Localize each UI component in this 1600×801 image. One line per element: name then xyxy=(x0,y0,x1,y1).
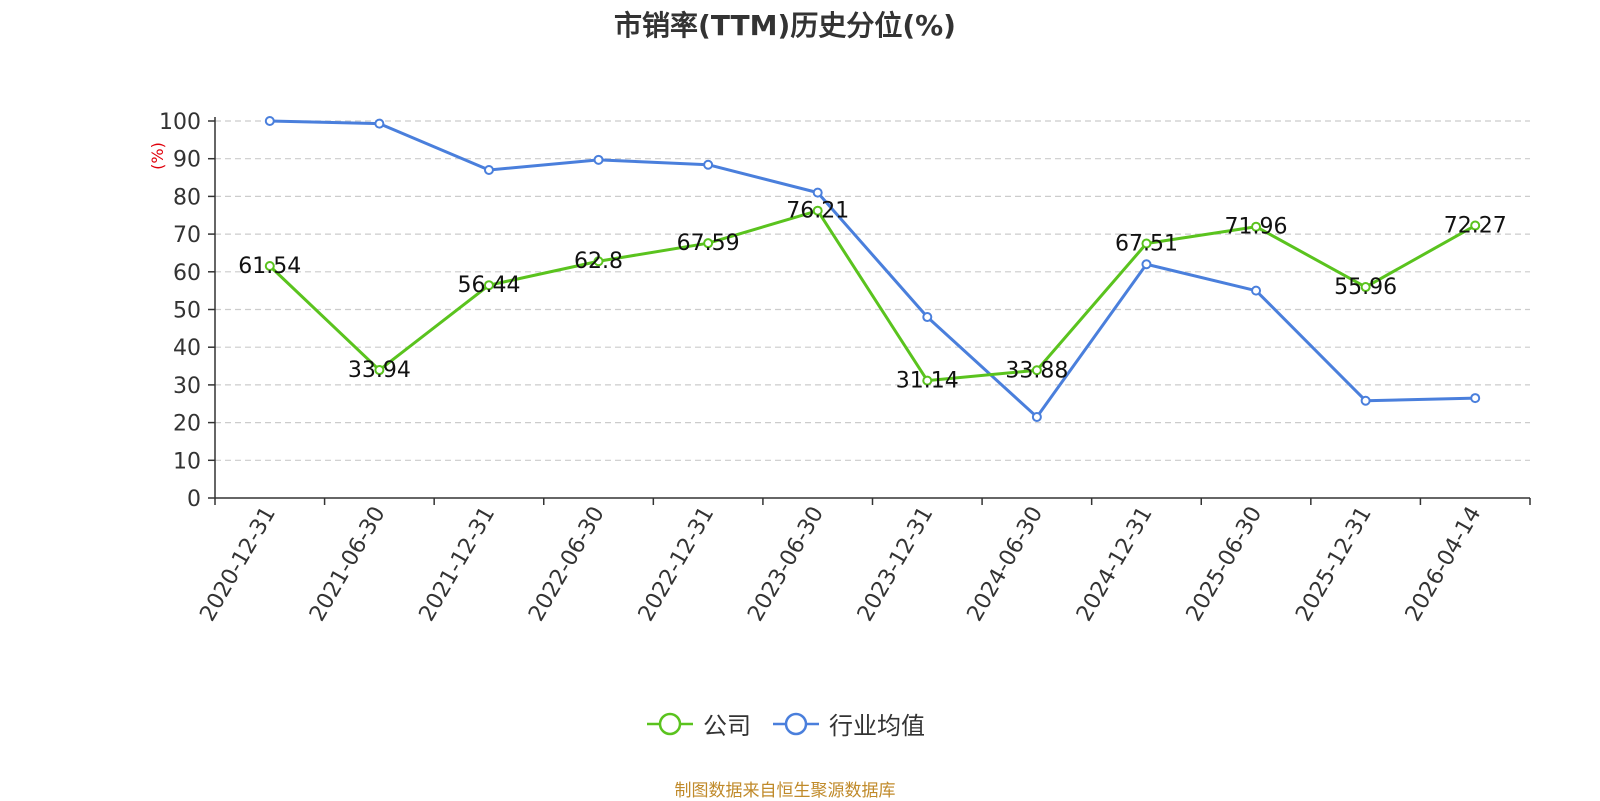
grid-lines xyxy=(215,120,1530,461)
data-point[interactable] xyxy=(1360,395,1371,406)
data-label: 72.27 xyxy=(1444,214,1507,239)
data-point[interactable] xyxy=(1470,220,1481,231)
data-point[interactable] xyxy=(1031,411,1042,422)
y-tick-label: 80 xyxy=(173,185,201,210)
series-line-1 xyxy=(269,119,1476,419)
y-tick-label: 70 xyxy=(173,223,201,248)
x-tick-label: 2024-12-31 xyxy=(1072,503,1158,626)
data-label: 33.88 xyxy=(1005,358,1068,383)
y-tick-label: 20 xyxy=(173,412,201,437)
data-label: 67.51 xyxy=(1115,231,1178,256)
data-point[interactable] xyxy=(1031,365,1042,376)
x-tick-label: 2023-12-31 xyxy=(853,503,939,626)
y-tick-label: 60 xyxy=(173,261,201,286)
data-point[interactable] xyxy=(1141,238,1152,249)
y-tick-label: 100 xyxy=(159,110,201,135)
data-label: 61.54 xyxy=(238,254,301,279)
y-tick-label: 50 xyxy=(173,299,201,324)
data-point[interactable] xyxy=(703,159,714,170)
y-tick-label: 0 xyxy=(187,487,201,512)
data-label: 62.8 xyxy=(574,249,623,274)
data-labels: 61.54 33.94 56.44 62.8 67.59 76.21 31.14 33.88 6… xyxy=(238,199,1506,394)
data-point[interactable] xyxy=(374,365,385,376)
legend-item[interactable]: 公司 xyxy=(645,706,751,741)
legend-line-circle-icon xyxy=(647,712,693,735)
x-tick-label: 2022-12-31 xyxy=(634,503,720,626)
data-label: 56.44 xyxy=(457,273,520,298)
data-point[interactable] xyxy=(264,260,275,271)
data-point[interactable] xyxy=(1360,282,1371,293)
legend-line-circle-icon xyxy=(773,712,819,735)
y-tick-label: 10 xyxy=(173,449,201,474)
x-tick-label: 2021-12-31 xyxy=(415,503,501,626)
data-point[interactable] xyxy=(922,312,933,323)
x-tick-label: 2026-04-14 xyxy=(1401,503,1487,626)
x-tick-label: 2020-12-31 xyxy=(195,503,281,626)
y-tick-label: 90 xyxy=(173,148,201,173)
series-lines xyxy=(264,116,1481,422)
data-label: 55.96 xyxy=(1334,275,1397,300)
x-tick-label: 2021-06-30 xyxy=(305,503,391,626)
data-point[interactable] xyxy=(264,116,275,126)
data-label: 33.94 xyxy=(348,358,411,383)
x-tick-label: 2025-06-30 xyxy=(1182,503,1268,626)
x-tick-label: 2024-06-30 xyxy=(962,503,1048,626)
y-tick-label: 30 xyxy=(173,374,201,399)
legend: 公司 行业均值 xyxy=(0,706,1570,741)
y-tick-label: 40 xyxy=(173,336,201,361)
data-label: 71.96 xyxy=(1225,215,1288,240)
data-point[interactable] xyxy=(922,375,933,386)
series-line-0 xyxy=(268,209,1476,383)
legend-label: 公司 xyxy=(703,712,751,740)
data-label: 67.59 xyxy=(677,231,740,256)
data-point[interactable] xyxy=(593,154,604,165)
data-point[interactable] xyxy=(593,256,604,267)
legend-item[interactable]: 行业均值 xyxy=(771,706,925,741)
data-point[interactable] xyxy=(812,187,823,198)
data-point[interactable] xyxy=(812,205,823,216)
x-tick-label: 2023-06-30 xyxy=(743,503,829,626)
data-point[interactable] xyxy=(703,238,714,249)
y-axis-unit-label: (%) xyxy=(148,142,167,170)
data-point[interactable] xyxy=(1251,285,1262,296)
legend-label: 行业均值 xyxy=(829,712,925,740)
data-point[interactable] xyxy=(1251,221,1262,232)
data-point[interactable] xyxy=(483,280,494,291)
data-label: 76.21 xyxy=(786,199,849,224)
source-note: 制图数据来自恒生聚源数据库 xyxy=(674,781,896,801)
data-label: 31.14 xyxy=(896,369,959,394)
data-point[interactable] xyxy=(1141,259,1152,270)
data-point[interactable] xyxy=(483,165,494,176)
data-point[interactable] xyxy=(374,118,385,129)
x-tick-label: 2022-06-30 xyxy=(524,503,610,626)
chart-title: 市销率(TTM)历史分位(%) xyxy=(614,9,956,42)
x-tick-label: 2025-12-31 xyxy=(1291,503,1377,626)
data-point[interactable] xyxy=(1470,393,1481,404)
